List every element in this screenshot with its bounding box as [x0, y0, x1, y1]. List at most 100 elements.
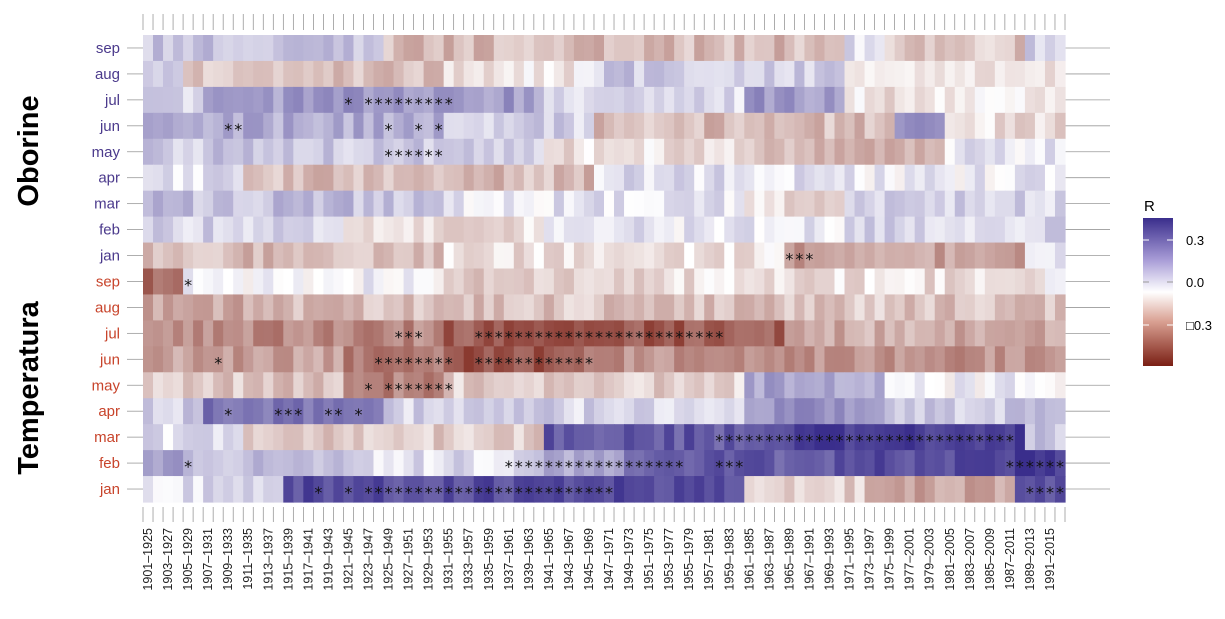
heatmap-cell	[984, 268, 996, 296]
heatmap-cell	[824, 476, 836, 503]
x-tick-label: 1941–1965	[542, 528, 556, 591]
x-tick-label: 1917–1941	[301, 528, 315, 591]
heatmap-cell	[614, 372, 625, 399]
heatmap-cell	[143, 190, 154, 218]
heatmap-cell	[213, 268, 224, 296]
heatmap-cell	[944, 164, 956, 192]
heatmap-cell	[984, 450, 996, 477]
heatmap-cell	[774, 190, 785, 218]
heatmap-cell	[573, 35, 585, 62]
heatmap-cell	[333, 138, 345, 166]
heatmap-cell	[674, 164, 685, 192]
heatmap-cell	[403, 346, 415, 373]
heatmap-cell	[914, 138, 926, 166]
heatmap-cell	[834, 216, 846, 244]
heatmap-cell	[473, 450, 485, 477]
heatmap-cell	[914, 86, 926, 114]
heatmap-cell	[363, 164, 375, 192]
heatmap-cell	[523, 476, 535, 503]
heatmap-cell	[724, 216, 735, 244]
heatmap-cell	[914, 242, 926, 270]
heatmap-cell	[904, 216, 916, 244]
heatmap-cell	[974, 86, 986, 114]
heatmap-cell	[453, 112, 465, 140]
heatmap-cell	[413, 320, 425, 347]
heatmap-cell	[293, 268, 304, 296]
heatmap-cell	[634, 35, 645, 62]
heatmap-cell	[273, 35, 284, 62]
heatmap-cell	[614, 190, 625, 218]
heatmap-cell	[483, 60, 495, 88]
significance-star: *	[545, 353, 553, 372]
heatmap-cell	[353, 216, 365, 244]
heatmap-cell	[143, 164, 154, 192]
row-label: mar	[94, 429, 120, 446]
heatmap-cell	[784, 346, 796, 373]
heatmap-cell	[443, 294, 455, 321]
significance-star: *	[505, 327, 513, 346]
heatmap-cell	[253, 268, 264, 296]
heatmap-cell	[273, 372, 284, 399]
significance-star: *	[415, 94, 423, 113]
heatmap-cell	[363, 242, 375, 270]
heatmap-cell	[794, 320, 806, 347]
heatmap-cell	[974, 450, 986, 477]
heatmap-cell	[243, 268, 254, 296]
heatmap-cell	[1024, 424, 1036, 451]
heatmap-cell	[974, 476, 986, 503]
heatmap-cell	[704, 424, 715, 451]
heatmap-cell	[423, 112, 435, 140]
heatmap-cell	[553, 424, 565, 451]
heatmap-cell	[934, 268, 946, 296]
heatmap-cell	[1034, 35, 1046, 62]
heatmap-cell	[984, 372, 996, 399]
heatmap-cell	[493, 476, 505, 503]
heatmap-cell	[273, 346, 284, 373]
heatmap-cell	[263, 398, 274, 425]
heatmap-cell	[583, 216, 595, 244]
heatmap-cell	[994, 320, 1006, 347]
heatmap-cell	[593, 476, 605, 503]
heatmap-cell	[864, 164, 876, 192]
heatmap-cell	[523, 86, 535, 114]
heatmap-cell	[944, 138, 956, 166]
heatmap-cell	[363, 476, 375, 503]
significance-star: *	[385, 483, 393, 502]
heatmap-cell	[433, 424, 445, 451]
heatmap-cell	[954, 476, 966, 503]
heatmap-cell	[684, 190, 695, 218]
heatmap-cell	[1034, 372, 1046, 399]
heatmap-cell	[904, 398, 916, 425]
heatmap-cell	[964, 60, 976, 88]
heatmap-cell	[313, 268, 324, 296]
row-label: aug	[95, 66, 120, 83]
heatmap-cell	[864, 450, 876, 477]
heatmap-cell	[243, 164, 254, 192]
significance-star: *	[545, 483, 553, 502]
heatmap-cell	[1044, 242, 1056, 270]
heatmap-cell	[1034, 346, 1046, 373]
heatmap-cell	[383, 35, 395, 62]
heatmap-cell	[423, 424, 435, 451]
heatmap-cell	[624, 164, 635, 192]
heatmap-cell	[854, 242, 866, 270]
heatmap-cell	[794, 138, 806, 166]
heatmap-cell	[694, 112, 705, 140]
heatmap-cell	[704, 346, 715, 373]
heatmap-cell	[233, 294, 244, 321]
significance-star: *	[395, 94, 403, 113]
heatmap-cell	[954, 216, 966, 244]
heatmap-cell	[543, 450, 555, 477]
heatmap-cell	[553, 476, 565, 503]
heatmap-cell	[513, 86, 525, 114]
heatmap-cell	[403, 190, 415, 218]
significance-star: *	[415, 483, 423, 502]
significance-star: *	[525, 327, 533, 346]
heatmap-cell	[553, 86, 565, 114]
heatmap-cell	[533, 476, 545, 503]
heatmap-cell	[924, 190, 936, 218]
heatmap-cell	[814, 294, 826, 321]
heatmap-cell	[944, 450, 956, 477]
significance-star: *	[555, 483, 563, 502]
heatmap-cell	[453, 294, 465, 321]
